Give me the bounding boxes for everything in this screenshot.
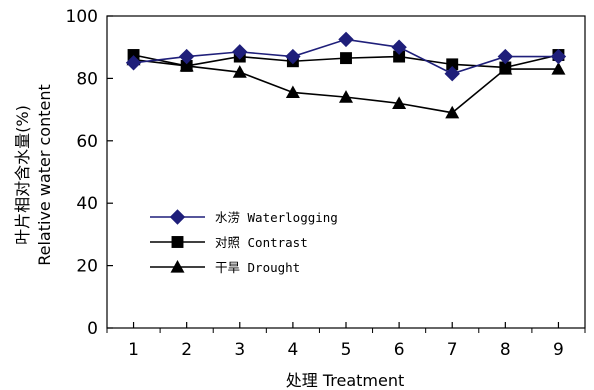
legend-label: 对照 Contrast (215, 235, 308, 250)
x-tick-label: 3 (234, 340, 245, 360)
diamond-marker (497, 48, 514, 65)
triangle-marker (170, 260, 185, 273)
legend-entry: 水涝 Waterlogging (150, 209, 338, 225)
diamond-marker (125, 55, 142, 71)
diamond-marker (550, 48, 567, 65)
x-axis-title: 处理 Treatment (286, 371, 405, 390)
square-marker (171, 236, 184, 248)
x-tick-label: 6 (394, 340, 405, 360)
diamond-marker (444, 66, 460, 82)
diamond-marker (178, 48, 195, 65)
x-tick-label: 4 (287, 340, 298, 360)
square-marker (446, 58, 459, 71)
square-marker (127, 49, 140, 61)
y-tick-label: 60 (76, 132, 98, 152)
triangle-marker (445, 105, 460, 119)
diamond-marker (285, 48, 301, 65)
triangle-marker (339, 90, 353, 103)
triangle-marker (232, 65, 247, 78)
y-tick-label: 80 (76, 69, 98, 89)
legend-entry: 对照 Contrast (150, 235, 308, 250)
square-marker (340, 52, 352, 65)
diamond-marker (338, 31, 354, 48)
triangle-marker (285, 85, 300, 99)
y-axis-title-cn: 叶片相对含水量(%) (13, 105, 32, 245)
diamond-marker (391, 39, 407, 55)
x-tick-label: 7 (447, 340, 458, 360)
x-tick-label: 9 (553, 340, 564, 360)
x-tick-label: 1 (128, 340, 139, 360)
x-tick-label: 5 (341, 340, 352, 360)
y-tick-label: 0 (87, 319, 98, 339)
square-marker (393, 50, 406, 63)
y-tick-label: 40 (76, 194, 98, 214)
triangle-marker (392, 96, 407, 109)
square-marker (499, 61, 512, 74)
x-tick-label: 8 (500, 340, 511, 360)
series-layer (125, 31, 567, 119)
axes: 0 20 40 60 80 100 1 2 3 4 5 6 7 8 9 (66, 7, 586, 360)
square-marker (180, 59, 193, 72)
diamond-marker (169, 209, 186, 225)
series-2 (127, 49, 565, 74)
y-tick-label: 100 (66, 7, 98, 27)
legend-label: 干旱 Drought (215, 260, 300, 275)
x-tick-label: 2 (181, 340, 192, 360)
y-axis-title-en: Relative water content (35, 84, 54, 266)
y-tick-label: 20 (76, 257, 98, 277)
legend-label: 水涝 Waterlogging (215, 210, 338, 225)
series-1 (125, 31, 567, 82)
legend: 水涝 Waterlogging 对照 Contrast 干旱 Drought (150, 209, 338, 275)
legend-entry: 干旱 Drought (150, 260, 300, 275)
diamond-marker (232, 44, 248, 60)
triangle-marker (551, 62, 566, 75)
